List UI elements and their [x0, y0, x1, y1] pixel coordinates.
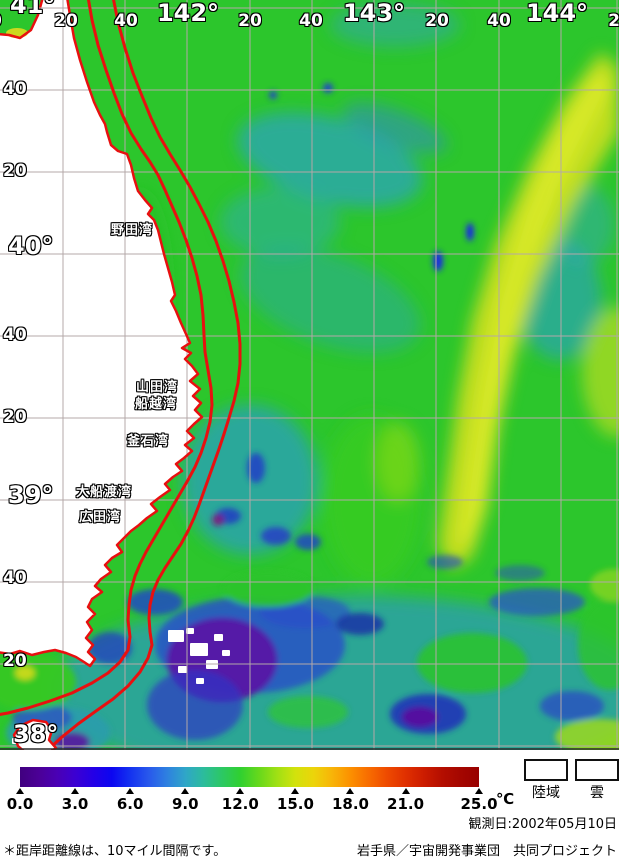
project-credit: 岩手県／宇宙開発事業団 共同プロジェクト: [356, 844, 617, 858]
colorbar-ticks: 0.0 3.0 6.0 9.0 12.0 15.0 18.0 21.0 25.0: [7, 767, 498, 813]
tick-triangle-icon: [346, 788, 355, 794]
tick-triangle-icon: [16, 788, 24, 794]
tick-label: 21.0: [387, 795, 425, 813]
coastline: [0, 0, 204, 668]
tick-label: 9.0: [171, 795, 199, 813]
tick-triangle-icon: [475, 788, 483, 794]
northwest-sea-inlet: [0, 0, 44, 40]
south-peninsula: [12, 718, 58, 750]
tick-label: 12.0: [221, 795, 259, 813]
legend-panel: 0.0 3.0 6.0 9.0 12.0 15.0 18.0 21.0 25.0 ℃ 陸域 雲 …: [0, 750, 619, 858]
tick-label: 6.0: [116, 795, 144, 813]
graticule-grid: [0, 0, 619, 750]
observation-date: 観測日:2002年05月10日: [468, 817, 617, 832]
distance-line-10mi: [0, 0, 214, 716]
tick-triangle-icon: [236, 788, 245, 794]
tick-triangle-icon: [291, 788, 300, 794]
land-legend-swatch: [524, 759, 568, 781]
tick-triangle-icon: [181, 788, 190, 794]
cloud-legend-label: 雲: [590, 785, 604, 801]
cloud-legend-swatch: [575, 759, 619, 781]
land-legend-label: 陸域: [532, 785, 560, 801]
tick-label: 25.0: [460, 795, 498, 813]
tick-label: 15.0: [276, 795, 314, 813]
colorbar-unit: ℃: [496, 790, 515, 808]
tick-triangle-icon: [71, 788, 80, 794]
tick-label: 3.0: [61, 795, 89, 813]
sst-map-canvas: [0, 0, 619, 750]
temperature-colorbar: [20, 767, 479, 787]
tick-label: 18.0: [331, 795, 369, 813]
distance-note: ＊距岸距離線は、10マイル間隔です。: [3, 844, 227, 858]
tick-triangle-icon: [401, 788, 410, 794]
tick-triangle-icon: [126, 788, 135, 794]
distance-line-20mi: [46, 0, 242, 750]
tick-label: 0.0: [6, 795, 34, 813]
